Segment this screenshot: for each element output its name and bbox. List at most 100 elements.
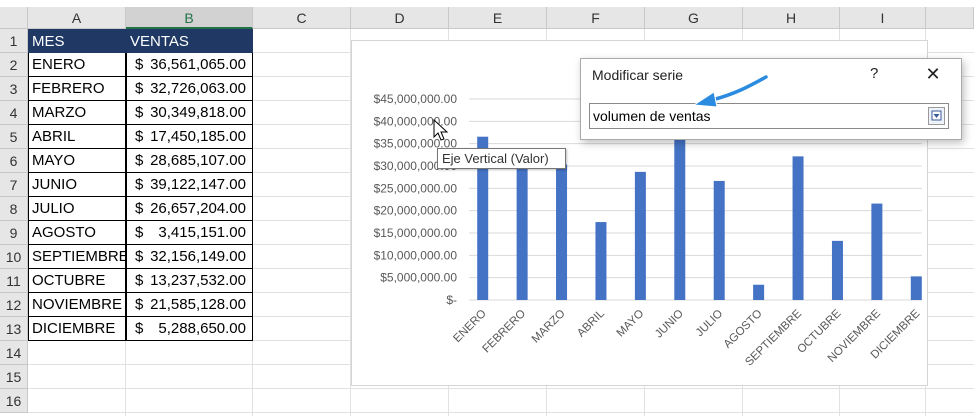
- column-header-h[interactable]: H: [743, 7, 840, 29]
- row-header-8[interactable]: 8: [0, 197, 28, 221]
- gridline: [28, 388, 974, 389]
- sales-cell[interactable]: $32,156,149.00: [126, 245, 253, 269]
- x-tick-label: MARZO: [530, 308, 568, 346]
- month-cell[interactable]: MARZO: [28, 101, 126, 125]
- range-select-icon: [931, 110, 942, 121]
- column-header-b[interactable]: B: [126, 7, 253, 29]
- sales-cell[interactable]: $5,288,650.00: [126, 317, 253, 341]
- month-cell[interactable]: NOVIEMBRE: [28, 293, 126, 317]
- month-cell[interactable]: ABRIL: [28, 125, 126, 149]
- collapse-dialog-button[interactable]: [928, 107, 945, 125]
- column-header-e[interactable]: E: [449, 7, 547, 29]
- sales-cell[interactable]: $17,450,185.00: [126, 125, 253, 149]
- column-header-i[interactable]: I: [840, 7, 926, 29]
- row-header-4[interactable]: 4: [0, 101, 28, 125]
- sales-value: 5,288,650.00: [158, 320, 246, 337]
- sales-value: 3,415,151.00: [158, 224, 246, 241]
- sales-cell[interactable]: $32,726,063.00: [126, 77, 253, 101]
- sales-value: 36,561,065.00: [150, 56, 246, 73]
- bar-julio[interactable]: [713, 180, 725, 300]
- row-header-15[interactable]: 15: [0, 365, 28, 389]
- currency-symbol: $: [135, 104, 144, 121]
- row-header-14[interactable]: 14: [0, 341, 28, 365]
- edit-series-dialog: Modificar serie ? ✕: [580, 58, 962, 140]
- gridline: [28, 412, 974, 413]
- x-tick-label: FEBRERO: [480, 308, 528, 356]
- bar-abril[interactable]: [595, 222, 607, 300]
- currency-symbol: $: [135, 176, 144, 193]
- sales-cell[interactable]: $26,657,204.00: [126, 197, 253, 221]
- bar-junio[interactable]: [674, 125, 686, 300]
- currency-symbol: $: [135, 224, 144, 241]
- row-header-5[interactable]: 5: [0, 125, 28, 149]
- currency-symbol: $: [135, 200, 144, 217]
- row-header-11[interactable]: 11: [0, 269, 28, 293]
- month-cell[interactable]: DICIEMBRE: [28, 317, 126, 341]
- sales-cell[interactable]: $30,349,818.00: [126, 101, 253, 125]
- column-header-partial[interactable]: [926, 7, 974, 29]
- y-tick-label: $30,000,000.00: [374, 159, 458, 173]
- row-header-3[interactable]: 3: [0, 77, 28, 101]
- axis-tooltip: Eje Vertical (Valor): [437, 148, 566, 169]
- sales-value: 21,585,128.00: [150, 296, 246, 313]
- close-button[interactable]: ✕: [925, 64, 941, 84]
- x-tick-label: JULIO: [694, 308, 726, 340]
- x-tick-label: MAYO: [615, 308, 647, 340]
- dialog-title: Modificar serie: [592, 67, 684, 83]
- sales-cell[interactable]: $3,415,151.00: [126, 221, 253, 245]
- row-header-2[interactable]: 2: [0, 53, 28, 77]
- sales-cell[interactable]: $21,585,128.00: [126, 293, 253, 317]
- header-cell-mes[interactable]: MES: [28, 29, 126, 53]
- select-all-corner[interactable]: [0, 7, 28, 29]
- bar-enero[interactable]: [477, 136, 489, 300]
- column-header-c[interactable]: C: [253, 7, 351, 29]
- month-cell[interactable]: MAYO: [28, 149, 126, 173]
- currency-symbol: $: [135, 56, 144, 73]
- row-header-1[interactable]: 1: [0, 29, 28, 53]
- row-header-12[interactable]: 12: [0, 293, 28, 317]
- sales-cell[interactable]: $13,237,532.00: [126, 269, 253, 293]
- month-cell[interactable]: SEPTIEMBRE: [28, 245, 126, 269]
- currency-symbol: $: [135, 152, 144, 169]
- y-tick-label: $-: [446, 293, 457, 307]
- bar-agosto[interactable]: [753, 284, 765, 300]
- month-cell[interactable]: OCTUBRE: [28, 269, 126, 293]
- series-name-input[interactable]: [593, 106, 919, 126]
- x-tick-label: JUNIO: [653, 308, 686, 341]
- bar-septiembre[interactable]: [792, 156, 804, 300]
- row-header-7[interactable]: 7: [0, 173, 28, 197]
- bar-mayo[interactable]: [634, 171, 646, 300]
- column-header-d[interactable]: D: [351, 7, 449, 29]
- bar-marzo[interactable]: [556, 164, 568, 300]
- sales-cell[interactable]: $39,122,147.00: [126, 173, 253, 197]
- row-header-13[interactable]: 13: [0, 317, 28, 341]
- sales-cell[interactable]: $28,685,107.00: [126, 149, 253, 173]
- row-header-10[interactable]: 10: [0, 245, 28, 269]
- chart-svg: $- $5,000,000.00 $10,000,000.00 $15,000,000…: [374, 92, 923, 369]
- row-header-9[interactable]: 9: [0, 221, 28, 245]
- gridline: [350, 29, 351, 416]
- month-cell[interactable]: AGOSTO: [28, 221, 126, 245]
- row-header-6[interactable]: 6: [0, 149, 28, 173]
- column-header-f[interactable]: F: [547, 7, 645, 29]
- header-cell-ventas[interactable]: VENTAS: [126, 29, 253, 53]
- currency-symbol: $: [135, 80, 144, 97]
- sales-cell[interactable]: $36,561,065.00: [126, 53, 253, 77]
- bar-octubre[interactable]: [831, 240, 843, 300]
- help-button[interactable]: ?: [870, 65, 879, 82]
- month-cell[interactable]: ENERO: [28, 53, 126, 77]
- bar-diciembre[interactable]: [910, 276, 922, 300]
- series-name-field[interactable]: [589, 103, 949, 129]
- month-cell[interactable]: FEBRERO: [28, 77, 126, 101]
- x-tick-label: ABRIL: [575, 307, 607, 339]
- bar-noviembre[interactable]: [871, 203, 883, 300]
- row-header-16[interactable]: 16: [0, 389, 28, 413]
- bar-febrero[interactable]: [516, 153, 528, 300]
- y-tick-label: $20,000,000.00: [374, 204, 458, 218]
- column-header-a[interactable]: A: [28, 7, 126, 29]
- month-cell[interactable]: JULIO: [28, 197, 126, 221]
- month-cell[interactable]: JUNIO: [28, 173, 126, 197]
- y-tick-label: $45,000,000.00: [374, 92, 458, 106]
- column-header-g[interactable]: G: [645, 7, 743, 29]
